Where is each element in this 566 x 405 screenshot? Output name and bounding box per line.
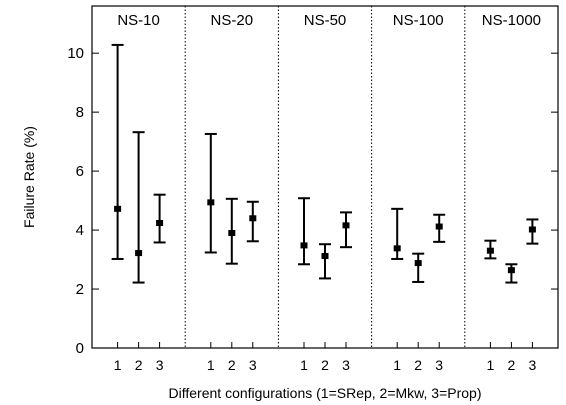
y-tick-label: 10 [67, 45, 84, 62]
error-bar [319, 243, 331, 280]
mean-marker [342, 222, 350, 229]
y-axis: 0 2 4 6 8 10 [67, 45, 558, 357]
error-bars [111, 43, 539, 284]
error-bar [505, 263, 518, 284]
group-label: NS-10 [117, 12, 160, 29]
x-tick-label: 2 [228, 357, 236, 373]
y-tick-label: 0 [76, 340, 84, 357]
x-tick-label: 3 [342, 357, 350, 373]
group-label: NS-1000 [482, 12, 541, 29]
error-bar [412, 252, 425, 283]
group-labels: NS-10 NS-20 NS-50 NS-100 NS-1000 [117, 12, 541, 29]
mean-marker [435, 223, 443, 230]
x-axis-title: Different configurations (1=SRep, 2=Mkw,… [169, 385, 482, 401]
x-tick-label: 2 [135, 357, 143, 373]
mean-marker [135, 250, 143, 257]
x-tick-label: 2 [414, 357, 422, 373]
mean-marker [156, 219, 164, 226]
x-tick-label: 3 [249, 357, 257, 373]
x-tick-label: 1 [300, 357, 308, 373]
group-label: NS-100 [393, 12, 444, 29]
error-bar [433, 213, 446, 243]
mean-marker [300, 242, 308, 249]
y-axis-title: Failure Rate (%) [21, 126, 37, 228]
y-tick-label: 2 [76, 281, 84, 298]
error-bar [484, 239, 497, 260]
group-separators [184, 6, 466, 348]
error-bar [526, 218, 539, 245]
error-bar [225, 197, 238, 265]
x-tick-label: 2 [321, 357, 329, 373]
x-tick-label: 1 [487, 357, 495, 373]
mean-marker [507, 267, 515, 274]
x-tick-label: 2 [508, 357, 516, 373]
mean-marker [414, 260, 422, 267]
group-label: NS-50 [304, 12, 347, 29]
group-label: NS-20 [211, 12, 254, 29]
mean-marker [486, 247, 494, 254]
mean-marker [528, 226, 536, 233]
error-bar [298, 197, 310, 266]
x-tick-label: 3 [156, 357, 164, 373]
error-bar [153, 193, 166, 244]
x-tick-label: 1 [393, 357, 401, 373]
x-tick-label: 3 [529, 357, 537, 373]
x-tick-label: 1 [207, 357, 215, 373]
y-tick-label: 6 [76, 163, 84, 180]
mean-marker [249, 215, 257, 222]
error-bar [246, 200, 259, 243]
plot-frame [91, 5, 559, 349]
x-tick-label: 3 [435, 357, 443, 373]
y-tick-label: 4 [76, 222, 84, 239]
x-tick-label: 1 [114, 357, 122, 373]
error-bar [340, 211, 352, 249]
mean-marker [393, 245, 401, 252]
mean-marker [207, 199, 215, 206]
error-bar [204, 132, 217, 254]
mean-marker [114, 205, 122, 212]
mean-marker [321, 253, 329, 260]
error-bar [391, 207, 404, 260]
y-tick-label: 8 [76, 104, 84, 121]
mean-marker [228, 230, 236, 237]
error-bar [132, 131, 145, 284]
error-bar [111, 43, 124, 260]
